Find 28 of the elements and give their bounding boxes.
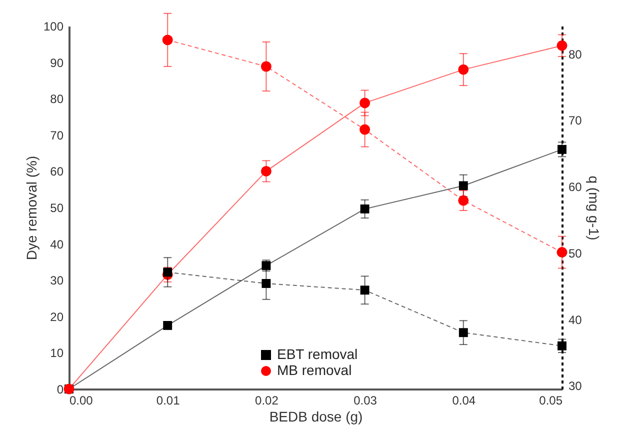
y-tick-label: 20 [50, 310, 64, 324]
y2-axis-title: q (mg g-1) [586, 176, 602, 240]
y-tick-label: 70 [50, 128, 64, 142]
x-axis-title: BEDB dose (g) [269, 408, 363, 424]
legend-label: MB removal [277, 362, 352, 378]
y-axis-title: Dye removal (%) [23, 156, 40, 260]
x-tick-label: 0.03 [354, 394, 378, 408]
y-tick-label: 0 [56, 382, 64, 396]
x-tick-label: 0.02 [255, 394, 279, 408]
y2-tick-label: 80 [568, 47, 582, 62]
y2-tick-label: 60 [568, 180, 582, 194]
y-tick-label: 40 [50, 237, 64, 252]
y-tick-label: 60 [50, 164, 64, 179]
y-tick-label: 100 [43, 20, 64, 34]
x-tick-label: 0.01 [156, 394, 180, 408]
y2-tick-label: 30 [568, 379, 582, 394]
y-tick-label: 30 [50, 274, 64, 288]
y-tick-label: 10 [50, 346, 64, 360]
x-tick-label: 0.00 [70, 394, 94, 408]
y2-tick-label: 50 [568, 246, 582, 260]
y-tick-label: 80 [50, 92, 64, 106]
y2-tick-label: 40 [568, 312, 582, 327]
legend-label: EBT removal [277, 346, 358, 362]
x-tick-label: 0.05 [539, 394, 563, 408]
x-tick-label: 0.04 [452, 394, 476, 408]
y2-tick-label: 70 [568, 114, 582, 128]
y-tick-label: 50 [50, 201, 64, 215]
y-tick-label: 90 [50, 56, 64, 70]
